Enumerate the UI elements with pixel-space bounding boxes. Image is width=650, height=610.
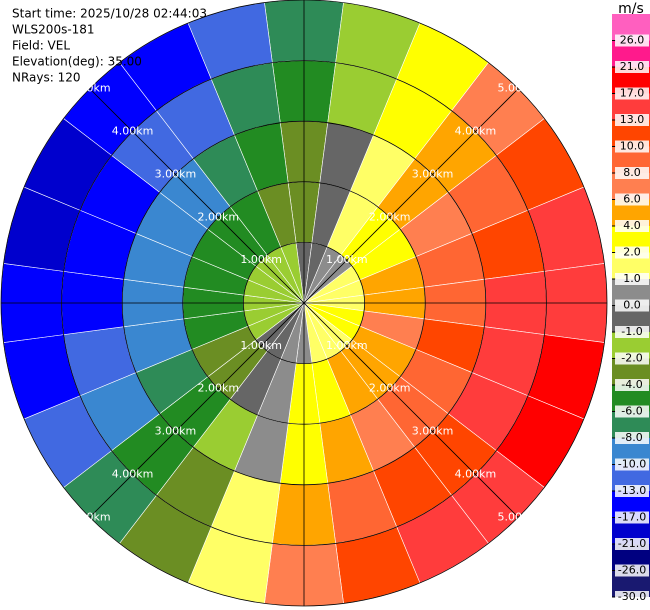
colorbar-label-bg <box>615 61 649 73</box>
colorbar-tick-label: 6.0 <box>623 193 641 206</box>
colorbar-label-bg <box>615 273 649 285</box>
colorbar-label-bg <box>615 299 649 312</box>
colorbar-tick-label: 0.0 <box>623 299 641 312</box>
info-line: Start time: 2025/10/28 02:44:03 <box>12 7 207 21</box>
range-label: 5.00km <box>497 82 539 95</box>
colorbar-label-bg <box>615 34 649 47</box>
range-label: 1.00km <box>326 253 368 266</box>
colorbar-tick-label: -30.0 <box>618 590 646 603</box>
info-line: WLS200s-181 <box>12 23 95 37</box>
range-label: 4.00km <box>112 467 154 480</box>
colorbar-label-bg <box>615 167 649 179</box>
colorbar-label-bg <box>615 538 649 550</box>
colorbar-tick-label: -10.0 <box>618 458 646 471</box>
colorbar-tick-label: 17.0 <box>620 87 645 100</box>
colorbar-tick-label: 1.0 <box>623 272 641 285</box>
colorbar-label-bg <box>615 326 649 338</box>
colorbar-label-bg <box>615 432 649 444</box>
colorbar-tick-label: -26.0 <box>618 564 646 577</box>
colorbar-tick-label: -21.0 <box>618 537 646 550</box>
colorbar-label-bg <box>615 140 649 153</box>
colorbar-label-bg <box>615 405 649 418</box>
colorbar-tick-label: -2.0 <box>621 352 642 365</box>
colorbar-tick-label: 2.0 <box>623 246 641 259</box>
colorbar-tick-label: -17.0 <box>618 511 646 524</box>
colorbar-label-bg <box>615 193 649 206</box>
range-ring <box>242 241 365 364</box>
range-ring <box>61 60 547 546</box>
range-ring <box>121 120 487 486</box>
colorbar-label-bg <box>615 87 649 100</box>
colorbar-label: m/s <box>618 1 644 17</box>
range-label: 4.00km <box>455 467 497 480</box>
colorbar-tick-label: 4.0 <box>623 219 641 232</box>
colorbar-tick-label: -8.0 <box>621 431 642 444</box>
colorbar-tick-label: 26.0 <box>620 34 645 47</box>
range-label: 2.00km <box>369 382 411 395</box>
range-label: 3.00km <box>155 167 197 180</box>
colorbar-tick-label: -6.0 <box>621 405 642 418</box>
info-line: NRays: 120 <box>12 71 81 85</box>
range-ring <box>0 0 608 607</box>
colorbar-tick-label: 21.0 <box>620 60 645 73</box>
colorbar-tick-label: 10.0 <box>620 140 645 153</box>
range-label: 2.00km <box>198 210 240 223</box>
range-label: 5.00km <box>69 82 111 95</box>
colorbar-tick-label: -4.0 <box>621 378 642 391</box>
colorbar-tick-label: 13.0 <box>620 113 645 126</box>
axis-line <box>89 88 519 518</box>
range-label: 5.00km <box>497 510 539 523</box>
range-label: 3.00km <box>412 425 454 438</box>
colorbar-tick-label: -1.0 <box>621 325 642 338</box>
colorbar-label-bg <box>615 352 649 365</box>
range-label: 1.00km <box>326 339 368 352</box>
colorbar-label-bg <box>615 458 649 471</box>
info-line: Field: VEL <box>12 39 70 53</box>
range-label: 1.00km <box>240 253 282 266</box>
range-ring <box>182 181 426 425</box>
colorbar-label-bg <box>615 564 649 577</box>
range-label: 3.00km <box>412 167 454 180</box>
range-label: 2.00km <box>369 210 411 223</box>
range-label: 4.00km <box>455 125 497 138</box>
range-label: 3.00km <box>155 425 197 438</box>
colorbar-label-bg <box>615 485 649 497</box>
range-label: 1.00km <box>240 339 282 352</box>
colorbar-label-bg <box>615 379 649 391</box>
range-label: 5.00km <box>69 510 111 523</box>
colorbar-label-bg <box>615 114 649 126</box>
colorbar-label-bg <box>615 511 649 524</box>
range-label: 2.00km <box>198 382 240 395</box>
colorbar-label-bg <box>615 591 649 603</box>
info-line: Elevation(deg): 35.00 <box>12 55 142 69</box>
overlay: 1.00km 1.00km 1.00km 1.00km 2.00km 2.00km 2.00… <box>0 0 608 607</box>
colorbar-tick-label: 8.0 <box>623 166 641 179</box>
colorbar-label-bg <box>615 246 649 259</box>
colorbar-tick-label: -13.0 <box>618 484 646 497</box>
colorbar-label-bg <box>615 220 649 232</box>
range-label: 4.00km <box>112 125 154 138</box>
